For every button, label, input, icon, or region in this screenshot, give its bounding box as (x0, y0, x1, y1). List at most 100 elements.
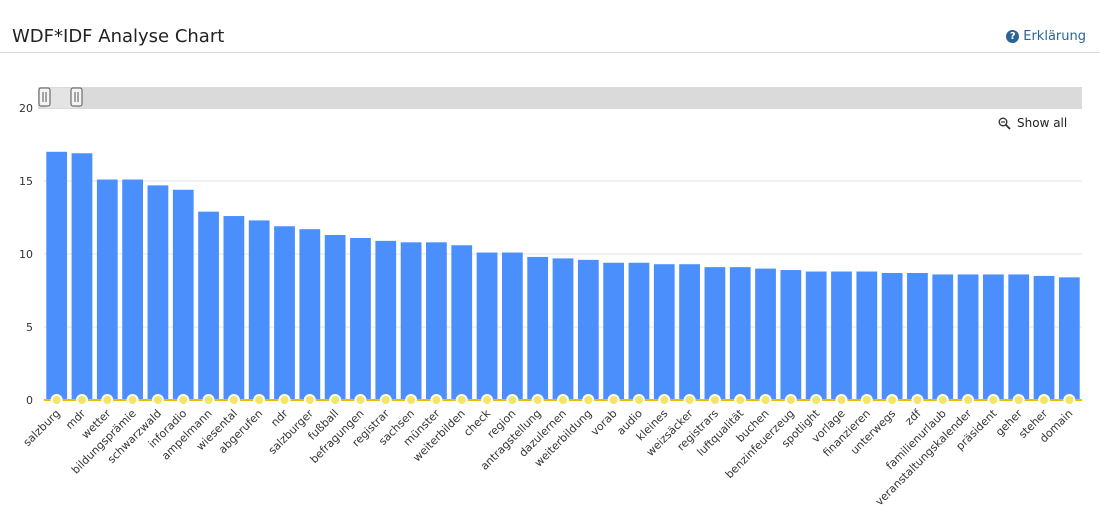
data-marker[interactable] (734, 394, 747, 406)
bar[interactable] (577, 259, 599, 400)
bar[interactable] (881, 272, 903, 400)
data-marker[interactable] (75, 394, 88, 406)
scroll-handle-left-icon[interactable] (38, 87, 51, 107)
data-marker[interactable] (177, 394, 190, 406)
bar[interactable] (907, 272, 928, 400)
show-all-label: Show all (1017, 116, 1068, 130)
bar[interactable] (350, 237, 371, 400)
bar[interactable] (552, 258, 574, 400)
data-marker[interactable] (810, 394, 823, 406)
show-all-button[interactable]: Show all (998, 116, 1067, 130)
data-marker[interactable] (278, 394, 291, 406)
range-navigator[interactable] (38, 87, 1082, 109)
bar[interactable] (805, 271, 827, 400)
data-marker[interactable] (683, 394, 696, 406)
page-title: WDF*IDF Analyse Chart (12, 26, 225, 47)
data-marker[interactable] (582, 394, 595, 406)
data-marker[interactable] (632, 394, 645, 406)
bar[interactable] (248, 220, 270, 400)
data-marker[interactable] (354, 394, 367, 406)
data-marker[interactable] (379, 394, 392, 406)
bar[interactable] (476, 252, 498, 400)
bar[interactable] (780, 270, 802, 400)
bar[interactable] (831, 271, 852, 400)
data-marker[interactable] (987, 394, 1000, 406)
bar[interactable] (983, 274, 1004, 400)
bar[interactable] (603, 262, 625, 400)
scrollbar-selected-range[interactable] (45, 88, 77, 108)
bar[interactable] (223, 216, 245, 400)
data-marker[interactable] (784, 394, 797, 406)
bar[interactable] (501, 252, 523, 400)
bar[interactable] (299, 229, 321, 400)
bar[interactable] (375, 240, 397, 400)
bar[interactable] (400, 242, 422, 400)
y-tick-label: 20 (19, 102, 33, 115)
bar[interactable] (274, 226, 295, 400)
data-marker[interactable] (202, 394, 215, 406)
scroll-handle-right-icon[interactable] (70, 87, 83, 107)
x-tick-label: vorab (588, 407, 619, 438)
data-marker[interactable] (481, 394, 494, 406)
y-tick-label: 5 (26, 321, 33, 334)
data-marker[interactable] (101, 394, 114, 406)
bar[interactable] (1058, 277, 1080, 400)
y-tick-label: 15 (19, 175, 33, 188)
data-marker[interactable] (835, 394, 848, 406)
y-tick-label: 10 (19, 248, 33, 261)
data-marker[interactable] (126, 394, 139, 406)
bar[interactable] (1033, 275, 1055, 400)
data-marker[interactable] (860, 394, 873, 406)
bar[interactable] (96, 179, 118, 400)
bar[interactable] (1008, 274, 1030, 400)
bar[interactable] (527, 256, 549, 400)
bar[interactable] (46, 151, 68, 400)
scrollbar-track[interactable] (38, 87, 1082, 109)
data-marker[interactable] (936, 394, 949, 406)
explanation-link[interactable]: ? Erklärung (1006, 29, 1086, 44)
data-marker[interactable] (253, 394, 266, 406)
bar[interactable] (451, 245, 473, 400)
help-circle-icon: ? (1006, 30, 1020, 43)
data-marker[interactable] (227, 394, 240, 406)
data-marker[interactable] (658, 394, 671, 406)
bar[interactable] (856, 271, 878, 400)
data-marker[interactable] (911, 394, 924, 406)
bar[interactable] (679, 264, 700, 400)
bar[interactable] (628, 262, 650, 400)
bar[interactable] (932, 274, 954, 400)
bar[interactable] (198, 211, 219, 400)
data-marker[interactable] (430, 394, 443, 406)
bar[interactable] (71, 153, 93, 400)
bar[interactable] (426, 242, 447, 400)
data-marker[interactable] (557, 394, 569, 406)
data-marker[interactable] (1063, 394, 1076, 406)
y-axis: 0 5 10 15 20 (19, 102, 33, 407)
x-axis: salzburg mdrwetterbildungsprämieschwarzwa… (21, 406, 1076, 508)
data-marker[interactable] (708, 394, 721, 406)
bar[interactable] (324, 235, 346, 400)
bar[interactable] (729, 267, 751, 400)
data-marker[interactable] (405, 394, 418, 406)
data-marker[interactable] (1012, 394, 1025, 406)
data-marker[interactable] (759, 394, 772, 406)
data-marker[interactable] (607, 394, 620, 406)
bar[interactable] (653, 264, 675, 400)
data-marker[interactable] (151, 394, 164, 406)
data-marker[interactable] (1038, 394, 1051, 406)
data-marker[interactable] (531, 394, 544, 406)
bar[interactable] (755, 268, 776, 400)
data-marker[interactable] (886, 394, 899, 406)
bar[interactable] (147, 185, 169, 400)
data-marker[interactable] (506, 394, 519, 406)
data-marker[interactable] (303, 394, 316, 406)
bar[interactable] (704, 267, 726, 400)
data-marker[interactable] (50, 394, 63, 406)
data-marker[interactable] (329, 394, 342, 406)
data-marker[interactable] (962, 394, 975, 406)
data-marker[interactable] (455, 394, 468, 406)
bar[interactable] (122, 179, 143, 400)
bar[interactable] (957, 274, 979, 400)
bar[interactable] (172, 189, 194, 400)
